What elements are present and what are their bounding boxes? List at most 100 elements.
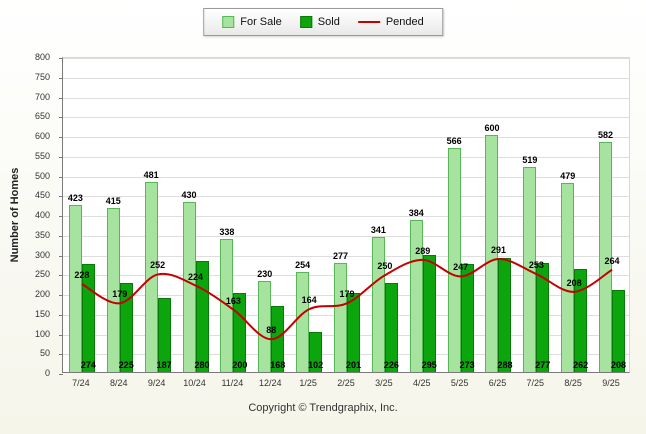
sold-bar xyxy=(612,289,626,372)
pended-value-label: 247 xyxy=(453,262,469,273)
sold-value-label: 226 xyxy=(383,360,399,370)
pended-value-label: 250 xyxy=(377,261,393,272)
sold-bar xyxy=(157,298,171,372)
y-tick-mark xyxy=(59,295,63,296)
x-tick-label: 12/24 xyxy=(258,378,282,388)
for-sale-bar xyxy=(333,262,347,372)
x-axis-labels: 7/24 8/24 9/24 10/24 11/24 12/24 1/25 2/25 3/25 4… xyxy=(62,378,630,390)
bar-group: 582 208 xyxy=(593,58,631,372)
for-sale-bar xyxy=(447,148,461,372)
sold-swatch-icon xyxy=(299,16,312,28)
y-tick-mark xyxy=(59,374,63,375)
pended-value-label: 228 xyxy=(74,269,90,280)
y-tick-label: 150 xyxy=(34,308,50,319)
sold-value-label: 201 xyxy=(345,360,361,370)
y-tick-label: 700 xyxy=(34,91,50,102)
for-sale-bar xyxy=(561,182,575,372)
bar-group: 341 226 xyxy=(366,58,404,372)
legend-label: Sold xyxy=(317,16,340,28)
x-tick-label: 7/25 xyxy=(526,378,545,388)
x-tick-label: 9/24 xyxy=(147,378,166,388)
x-tick-label: 6/25 xyxy=(488,378,507,388)
for-sale-value-label: 519 xyxy=(522,155,538,165)
for-sale-value-label: 384 xyxy=(408,208,424,219)
pended-value-label: 252 xyxy=(150,260,166,271)
sold-value-label: 102 xyxy=(308,360,324,370)
sold-bar xyxy=(460,264,474,372)
y-tick-label: 650 xyxy=(34,111,50,122)
pended-line xyxy=(81,258,613,341)
x-tick-label: 9/25 xyxy=(602,378,620,388)
bar-group: 423 274 xyxy=(63,58,101,372)
x-tick-label: 4/25 xyxy=(412,378,431,388)
y-tick-label: 750 xyxy=(34,71,50,82)
pended-swatch-icon xyxy=(357,21,380,23)
gridline xyxy=(63,156,629,158)
y-tick-label: 400 xyxy=(34,210,50,220)
pended-value-label: 208 xyxy=(566,277,582,288)
pended-value-label: 164 xyxy=(301,295,317,306)
legend-item-for-sale: For Sale xyxy=(222,16,282,28)
gridline xyxy=(63,58,629,59)
for-sale-bar xyxy=(523,167,537,372)
copyright: Copyright © Trendgraphix, Inc. xyxy=(248,402,398,414)
pended-value-label: 253 xyxy=(528,260,544,271)
gridline xyxy=(63,235,629,237)
gridline xyxy=(63,216,629,217)
pended-value-label: 264 xyxy=(604,255,620,266)
sold-value-label: 273 xyxy=(459,360,475,370)
y-axis-title: Number of Homes xyxy=(9,167,21,263)
gridline xyxy=(63,176,629,178)
gridline xyxy=(63,196,629,198)
sold-value-label: 277 xyxy=(535,360,551,370)
sold-bar xyxy=(536,262,550,372)
y-tick-label: 100 xyxy=(34,328,50,339)
sold-value-label: 274 xyxy=(80,360,96,370)
sold-value-label: 288 xyxy=(497,360,513,370)
for-sale-swatch-icon xyxy=(222,16,235,28)
pended-value-label: 179 xyxy=(339,289,355,300)
for-sale-value-label: 415 xyxy=(105,196,121,207)
for-sale-bar xyxy=(599,142,613,372)
pended-value-label: 224 xyxy=(188,271,204,282)
y-tick-label: 0 xyxy=(44,368,50,378)
x-tick-label: 5/25 xyxy=(450,378,469,388)
for-sale-value-label: 423 xyxy=(67,192,83,203)
bar-group: 415 225 xyxy=(101,58,139,372)
gridline xyxy=(63,117,629,119)
bar-group: 519 277 xyxy=(517,58,555,372)
y-tick-label: 600 xyxy=(34,131,50,141)
sold-bar xyxy=(119,283,133,372)
y-tick-mark xyxy=(59,216,63,217)
y-tick-mark xyxy=(59,255,63,257)
legend-label: Pended xyxy=(385,16,424,28)
y-tick-label: 450 xyxy=(34,190,50,201)
bar-group: 430 280 xyxy=(177,58,215,372)
gridline xyxy=(63,137,629,138)
for-sale-value-label: 277 xyxy=(332,250,349,261)
y-tick-mark xyxy=(59,156,63,158)
for-sale-bar xyxy=(296,271,310,372)
sold-bar xyxy=(422,255,436,372)
sold-bar xyxy=(309,331,323,372)
sold-value-label: 200 xyxy=(232,360,248,370)
y-tick-label: 800 xyxy=(34,52,50,62)
bar-group: 254 102 xyxy=(290,58,328,372)
y-tick-mark xyxy=(59,354,63,356)
for-sale-value-label: 254 xyxy=(295,259,311,270)
bar-group: 277 201 xyxy=(328,58,366,372)
for-sale-value-label: 582 xyxy=(598,130,614,141)
gridline xyxy=(63,255,629,257)
for-sale-bar xyxy=(409,220,423,372)
for-sale-value-label: 341 xyxy=(370,225,386,236)
y-tick-mark xyxy=(59,235,63,237)
for-sale-value-label: 338 xyxy=(219,226,235,237)
for-sale-value-label: 566 xyxy=(446,136,462,147)
y-tick-mark xyxy=(59,176,63,178)
pended-value-label: 289 xyxy=(415,245,431,256)
y-tick-mark xyxy=(59,334,63,336)
y-tick-mark xyxy=(59,58,63,59)
y-tick-mark xyxy=(59,196,63,198)
sold-value-label: 262 xyxy=(573,360,589,370)
